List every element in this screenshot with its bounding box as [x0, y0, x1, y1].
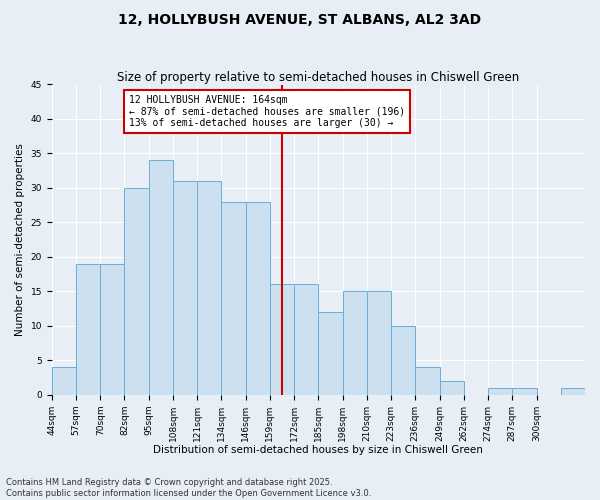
Bar [294, 284, 319, 395]
Bar [76, 264, 100, 394]
Bar [319, 312, 343, 394]
Bar [149, 160, 173, 394]
Bar [197, 181, 221, 394]
Bar [512, 388, 536, 394]
Text: Contains HM Land Registry data © Crown copyright and database right 2025.
Contai: Contains HM Land Registry data © Crown c… [6, 478, 371, 498]
Y-axis label: Number of semi-detached properties: Number of semi-detached properties [15, 143, 25, 336]
Bar [415, 367, 440, 394]
Text: 12 HOLLYBUSH AVENUE: 164sqm
← 87% of semi-detached houses are smaller (196)
13% : 12 HOLLYBUSH AVENUE: 164sqm ← 87% of sem… [130, 95, 406, 128]
Bar [100, 264, 124, 394]
Bar [52, 367, 76, 394]
Bar [391, 326, 415, 394]
Title: Size of property relative to semi-detached houses in Chiswell Green: Size of property relative to semi-detach… [117, 72, 520, 85]
Bar [367, 292, 391, 395]
Bar [124, 188, 149, 394]
X-axis label: Distribution of semi-detached houses by size in Chiswell Green: Distribution of semi-detached houses by … [154, 445, 484, 455]
Bar [245, 202, 270, 394]
Bar [173, 181, 197, 394]
Bar [440, 381, 464, 394]
Bar [221, 202, 245, 394]
Bar [343, 292, 367, 395]
Bar [488, 388, 512, 394]
Bar [561, 388, 585, 394]
Text: 12, HOLLYBUSH AVENUE, ST ALBANS, AL2 3AD: 12, HOLLYBUSH AVENUE, ST ALBANS, AL2 3AD [118, 12, 482, 26]
Bar [270, 284, 294, 395]
